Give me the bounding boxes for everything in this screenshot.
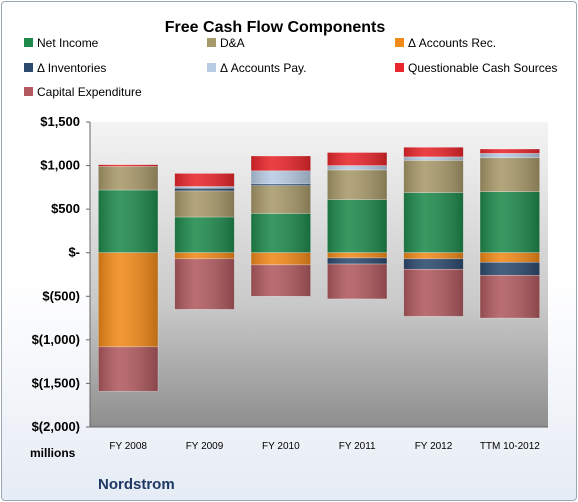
x-tick-label: FY 2012: [415, 441, 453, 452]
unit-label: millions: [30, 446, 76, 460]
y-tick-label: $1,000: [40, 158, 80, 173]
bar-capital-expenditure-fy-2010-shade: [251, 264, 311, 297]
x-axis: FY 2008 FY 2009 FY 2010 FY 2011 FY 2012 TTM 1…: [90, 426, 548, 452]
bar-delta-accounts-rec-fy-2010-shade: [251, 252, 311, 265]
bar-delta-accounts-pay-fy-2012-shade: [403, 156, 464, 161]
plot-area: [90, 122, 548, 427]
y-axis: $1,500 $1,000 $500 $- $(500) $(1,000) $(1,500)…: [32, 114, 91, 434]
x-tick-label: FY 2008: [109, 441, 147, 452]
chart-title: Free Cash Flow Components: [165, 19, 386, 36]
bar-questionable-cash-sources-fy-2012-shade: [403, 147, 464, 157]
bar-capital-expenditure-fy-2009-shade: [174, 258, 235, 310]
y-tick-label: $(2,000): [32, 419, 80, 434]
y-tick-label: $500: [51, 201, 80, 216]
legend-delta-inventories-label: Δ Inventories: [37, 61, 106, 75]
bar-d-a-fy-2010-shade: [251, 185, 311, 214]
bar-net-income-fy-2009-shade: [174, 216, 235, 253]
legend-delta-accounts-pay-swatch: [207, 63, 216, 72]
bar-questionable-cash-sources-fy-2010-shade: [251, 155, 311, 171]
bar-d-a-ttm-10-2012-shade: [480, 157, 540, 192]
legend-d-a-label: D&A: [220, 36, 245, 50]
bar-d-a-fy-2011-shade: [327, 169, 387, 200]
bar-delta-inventories-fy-2011-shade: [327, 257, 387, 265]
legend-delta-accounts-rec-label: Δ Accounts Rec.: [408, 36, 496, 50]
bar-delta-accounts-pay-fy-2010-shade: [251, 170, 311, 184]
bar-delta-accounts-rec-ttm-10-2012-shade: [480, 252, 540, 263]
legend-delta-accounts-rec-swatch: [395, 38, 404, 47]
bar-net-income-fy-2008-shade: [98, 189, 158, 253]
bar-capital-expenditure-ttm-10-2012-shade: [480, 275, 540, 319]
bars: [98, 146, 540, 392]
bar-delta-accounts-pay-fy-2011-shade: [327, 165, 387, 170]
bar-delta-inventories-fy-2012-shade: [403, 258, 464, 270]
bar-delta-accounts-pay-fy-2009-shade: [174, 186, 235, 189]
bar-d-a-fy-2009-shade: [174, 190, 235, 217]
bar-delta-inventories-fy-2010-shade: [251, 183, 311, 186]
legend-capital-expenditure-label: Capital Expenditure: [37, 85, 142, 99]
legend-capital-expenditure-swatch: [24, 87, 33, 96]
bar-questionable-cash-sources-fy-2011-shade: [327, 152, 387, 166]
company-name: Nordstrom: [98, 476, 175, 493]
legend-d-a-swatch: [207, 38, 216, 47]
bar-delta-inventories-fy-2009-shade: [174, 188, 235, 191]
legend-net-income-swatch: [24, 38, 33, 47]
bar-net-income-ttm-10-2012-shade: [480, 191, 540, 253]
y-tick-label: $(1,000): [32, 332, 80, 347]
bar-delta-inventories-ttm-10-2012-shade: [480, 262, 540, 276]
legend-delta-accounts-pay-label: Δ Accounts Pay.: [220, 61, 307, 75]
bar-questionable-cash-sources-fy-2008-shade: [98, 164, 158, 167]
x-tick-label: FY 2010: [262, 441, 300, 452]
bar-questionable-cash-sources-fy-2009-shade: [174, 173, 235, 187]
x-tick-label: FY 2009: [186, 441, 224, 452]
bar-net-income-fy-2011-shade: [327, 199, 387, 253]
legend-net-income-label: Net Income: [37, 36, 99, 50]
bar-delta-accounts-rec-fy-2011-shade: [327, 252, 387, 258]
x-tick-label: TTM 10-2012: [480, 441, 540, 452]
x-tick-label: FY 2011: [339, 441, 376, 452]
bar-delta-accounts-rec-fy-2012-shade: [403, 252, 464, 259]
bar-capital-expenditure-fy-2012-shade: [403, 269, 464, 317]
bar-questionable-cash-sources-ttm-10-2012-shade: [480, 149, 540, 154]
y-tick-label: $1,500: [40, 114, 80, 129]
legend-questionable-cash-sources-swatch: [395, 63, 404, 72]
bar-delta-accounts-rec-fy-2009-shade: [174, 252, 235, 259]
bar-net-income-fy-2012-shade: [403, 192, 464, 253]
legend-delta-inventories-swatch: [24, 63, 33, 72]
bar-d-a-fy-2012-shade: [403, 160, 464, 193]
bar-capital-expenditure-fy-2008-shade: [98, 346, 158, 392]
legend-questionable-cash-sources-label: Questionable Cash Sources: [408, 61, 557, 75]
bar-capital-expenditure-fy-2011-shade: [327, 264, 387, 299]
bar-delta-accounts-pay-ttm-10-2012-shade: [480, 153, 540, 158]
bar-delta-accounts-rec-fy-2008-shade: [98, 252, 158, 347]
bar-d-a-fy-2008-shade: [98, 166, 158, 190]
bar-net-income-fy-2010-shade: [251, 213, 311, 253]
legend: Net Income D&A Δ Accounts Rec. Δ Inventorie…: [24, 36, 557, 99]
y-tick-label: $-: [68, 245, 80, 260]
y-tick-label: $(1,500): [32, 375, 80, 390]
y-tick-label: $(500): [42, 288, 80, 303]
